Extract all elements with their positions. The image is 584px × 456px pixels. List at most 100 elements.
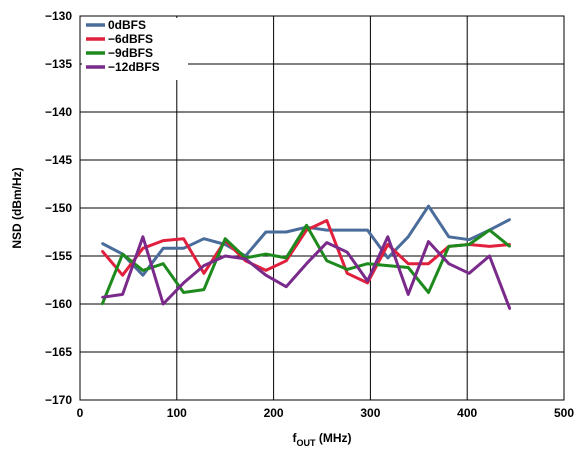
data-point <box>141 235 145 238</box>
data-point <box>386 243 389 246</box>
data-point <box>325 219 328 222</box>
series-group <box>100 204 512 310</box>
data-point <box>202 237 206 240</box>
data-point <box>264 230 268 234</box>
x-tick-label: 300 <box>360 406 380 420</box>
tick-labels: 0 100 200 300 400 500 −130 −135 −140 −145 −150 −155… <box>45 9 574 420</box>
data-point <box>366 279 369 283</box>
data-point <box>467 243 471 246</box>
data-point <box>224 237 227 240</box>
data-point <box>285 285 288 288</box>
data-point <box>427 240 430 243</box>
data-point <box>121 274 124 277</box>
data-point <box>202 288 206 291</box>
data-point <box>386 235 389 238</box>
legend-label: −12dBFS <box>108 60 160 74</box>
data-point <box>346 228 349 232</box>
x-axis-label: fOUT (MHz) <box>293 431 352 448</box>
data-point <box>427 204 430 208</box>
data-point <box>447 245 450 248</box>
data-point <box>488 254 491 258</box>
data-point <box>386 264 389 267</box>
y-tick-label: −135 <box>45 57 72 71</box>
data-point <box>305 262 308 265</box>
data-point <box>182 237 185 240</box>
y-tick-label: −170 <box>45 393 72 407</box>
data-point <box>121 293 124 296</box>
y-tick-label: −150 <box>45 201 72 215</box>
data-point <box>346 268 349 271</box>
data-point <box>162 239 165 242</box>
data-point <box>141 274 145 277</box>
data-point <box>346 251 349 254</box>
x-axis-label-unit: (MHz) <box>316 431 352 445</box>
data-point <box>325 259 328 262</box>
x-tick-label: 400 <box>457 406 477 420</box>
data-point <box>366 262 369 265</box>
data-point <box>305 228 308 232</box>
data-point <box>386 256 389 260</box>
data-point <box>305 224 308 227</box>
data-point <box>427 262 430 265</box>
data-point <box>244 257 247 261</box>
legend-label: −9dBFS <box>108 46 153 60</box>
x-tick-label: 0 <box>77 406 84 420</box>
x-tick-label: 100 <box>167 406 187 420</box>
y-tick-label: −155 <box>45 249 72 263</box>
data-point <box>101 302 104 306</box>
data-point <box>447 262 450 265</box>
data-point <box>467 272 471 275</box>
y-tick-label: −160 <box>45 297 72 311</box>
x-tick-label: 500 <box>554 406 574 420</box>
data-point <box>101 296 104 299</box>
data-point <box>346 272 349 275</box>
data-point <box>182 281 185 285</box>
data-point <box>121 252 124 256</box>
data-point <box>224 254 227 258</box>
legend-label: 0dBFS <box>108 18 146 32</box>
data-point <box>202 264 206 267</box>
plot-border <box>79 15 565 401</box>
data-point <box>264 269 268 272</box>
data-point <box>467 238 471 241</box>
y-tick-label: −145 <box>45 153 72 167</box>
data-point <box>202 272 206 275</box>
legend-box <box>82 18 188 80</box>
data-point <box>508 307 511 310</box>
x-axis-label-subscript: OUT <box>297 438 317 448</box>
data-point <box>407 266 410 269</box>
data-point <box>101 250 104 253</box>
data-point <box>508 245 511 248</box>
data-point <box>427 291 430 294</box>
data-point <box>162 262 165 265</box>
y-tick-label: −130 <box>45 9 72 23</box>
data-point <box>407 293 410 296</box>
data-point <box>141 269 145 272</box>
data-point <box>285 256 288 260</box>
data-point <box>488 245 491 248</box>
y-axis-label: NSD (dBm/Hz) <box>10 167 24 248</box>
x-tick-label: 200 <box>264 406 284 420</box>
data-point <box>264 252 268 256</box>
data-point <box>182 247 185 250</box>
legend: 0dBFS−6dBFS−9dBFS−12dBFS <box>82 18 188 80</box>
data-point <box>447 235 450 238</box>
data-point <box>325 228 328 232</box>
data-point <box>325 241 328 244</box>
legend-label: −6dBFS <box>108 32 153 46</box>
data-point <box>162 247 165 250</box>
data-point <box>407 262 410 265</box>
data-point <box>264 274 268 277</box>
data-point <box>141 247 145 250</box>
grid <box>80 16 564 400</box>
data-point <box>182 291 185 294</box>
x-axis-label-main: f <box>293 431 298 445</box>
data-point <box>101 242 104 245</box>
data-point <box>285 230 288 234</box>
data-point <box>162 302 165 306</box>
data-point <box>508 218 511 221</box>
data-point <box>407 235 410 238</box>
data-point <box>285 259 288 262</box>
y-tick-label: −165 <box>45 345 72 359</box>
